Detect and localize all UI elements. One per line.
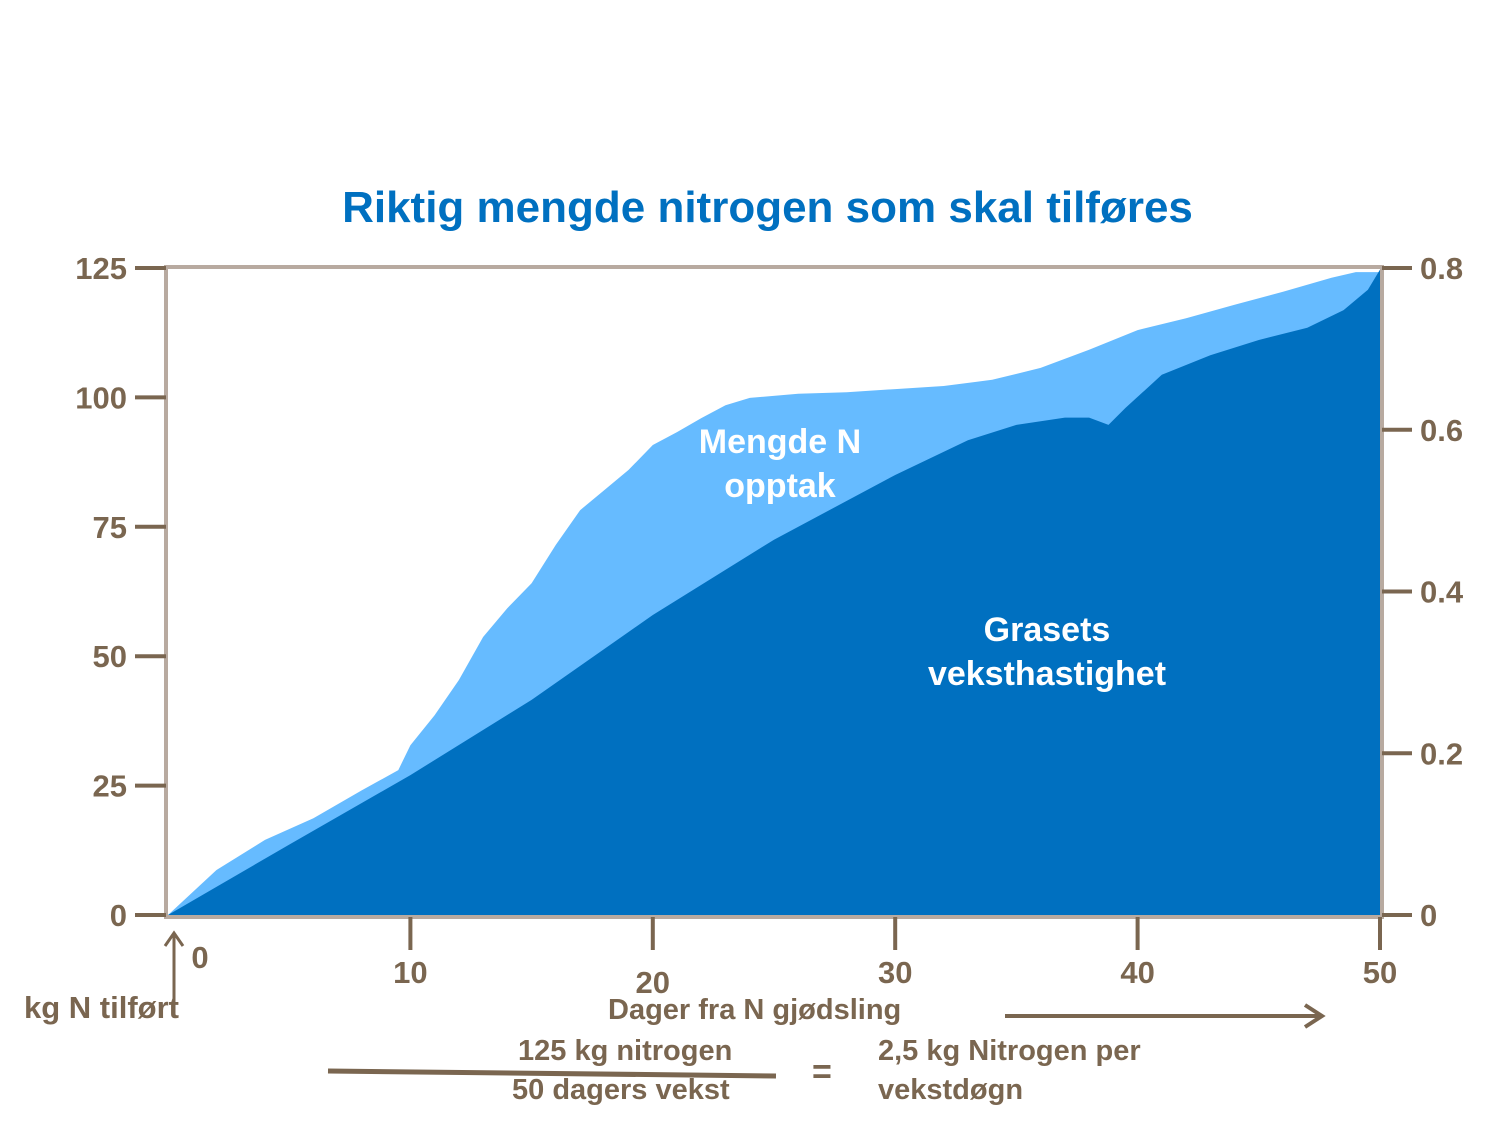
y-right-tick-label: 0 bbox=[1420, 898, 1437, 933]
x-tick-label: 0 bbox=[191, 940, 208, 975]
growth-label-line2: veksthastighet bbox=[927, 655, 1167, 693]
y-left-tick-label: 125 bbox=[75, 251, 127, 286]
y-left-tick-label: 100 bbox=[75, 380, 127, 415]
y-right-tick-label: 0.2 bbox=[1420, 736, 1463, 771]
x-axis-label: Dager fra N gjødsling bbox=[608, 994, 902, 1026]
growth-label: Grasets veksthastighet bbox=[897, 608, 1197, 696]
x-tick-label: 40 bbox=[1120, 955, 1154, 990]
fraction-bar bbox=[327, 1068, 777, 1079]
uptake-label-line2: opptak bbox=[724, 467, 836, 505]
y-left-tick-label: 50 bbox=[93, 639, 127, 674]
x-tick-label: 10 bbox=[393, 955, 427, 990]
formula-equals: = bbox=[812, 1053, 832, 1091]
uptake-label-line1: Mengde N bbox=[698, 423, 862, 461]
area-series-growth-rate bbox=[168, 269, 1380, 916]
y-left-tick-label: 0 bbox=[110, 898, 127, 933]
y-right-tick-label: 0.8 bbox=[1420, 251, 1463, 286]
chart-title: Riktig mengde nitrogen som skal tilføres bbox=[342, 183, 1193, 232]
formula-result-line2: vekstdøgn bbox=[878, 1074, 1024, 1106]
formula-numerator: 125 kg nitrogen bbox=[518, 1035, 733, 1067]
arrow-right-icon bbox=[1303, 1003, 1326, 1029]
y-left-tick-label: 75 bbox=[93, 510, 127, 545]
y-axis-left-label: kg N tilført bbox=[24, 990, 179, 1025]
y-left-tick-label: 25 bbox=[93, 769, 127, 804]
formula-denominator: 50 dagers vekst bbox=[512, 1074, 730, 1106]
growth-label-line1: Grasets bbox=[983, 611, 1111, 649]
formula-result-line1: 2,5 kg Nitrogen per bbox=[878, 1035, 1141, 1067]
arrow-up-icon bbox=[163, 930, 185, 947]
y-right-tick-label: 0.6 bbox=[1420, 413, 1463, 448]
uptake-label: Mengde N opptak bbox=[680, 420, 880, 508]
x-tick-label: 30 bbox=[878, 955, 912, 990]
y-right-tick-label: 0.4 bbox=[1420, 575, 1464, 610]
x-tick-label: 20 bbox=[636, 965, 670, 1000]
x-tick-label: 50 bbox=[1363, 955, 1397, 990]
